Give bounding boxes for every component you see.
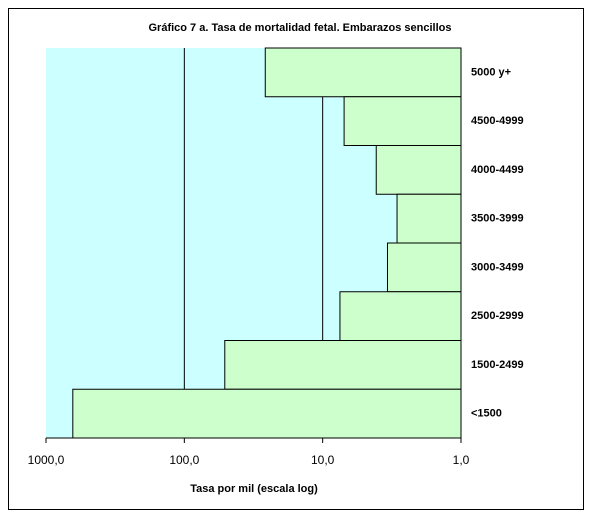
x-tick-label: 100,0 — [169, 453, 199, 467]
bar — [375, 145, 462, 195]
x-tick-label: 1000,0 — [28, 453, 65, 467]
bar — [396, 193, 462, 244]
bar — [264, 47, 462, 98]
y-tick-label: <1500 — [471, 408, 502, 420]
bar — [339, 291, 462, 341]
chart-title: Gráfico 7 a. Tasa de mortalidad fetal. E… — [148, 22, 451, 34]
y-tick-label: 5000 y+ — [471, 66, 511, 78]
y-tick-label: 4500-4999 — [471, 115, 524, 127]
y-tick-label: 1500-2499 — [471, 359, 524, 371]
bar — [386, 242, 462, 293]
bar — [343, 96, 462, 146]
bar — [72, 388, 462, 439]
x-tick-label: 10,0 — [311, 453, 335, 467]
y-tick-label: 3000-3499 — [471, 261, 524, 273]
x-tick-label: 1,0 — [453, 453, 470, 467]
y-tick-label: 3500-3999 — [471, 213, 524, 225]
bar — [224, 340, 462, 390]
y-tick-label: 4000-4499 — [471, 164, 524, 176]
x-axis-title: Tasa por mil (escala log) — [190, 483, 318, 495]
y-tick-label: 2500-2999 — [471, 310, 524, 322]
